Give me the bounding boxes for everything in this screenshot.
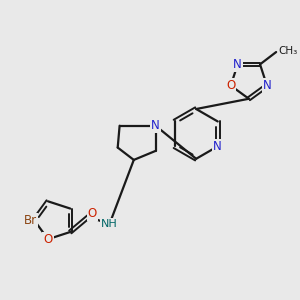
Text: N: N bbox=[262, 79, 271, 92]
Text: N: N bbox=[213, 140, 222, 153]
Text: NH: NH bbox=[101, 219, 118, 229]
Text: O: O bbox=[88, 207, 97, 220]
Text: N: N bbox=[233, 58, 242, 71]
Text: O: O bbox=[44, 233, 52, 246]
Text: O: O bbox=[226, 79, 236, 92]
Text: CH₃: CH₃ bbox=[278, 46, 298, 56]
Text: Br: Br bbox=[24, 214, 37, 227]
Text: N: N bbox=[151, 119, 160, 132]
